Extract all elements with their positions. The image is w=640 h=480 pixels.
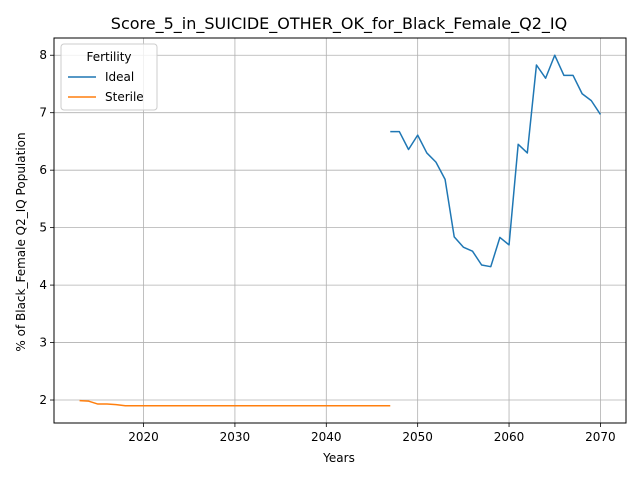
legend-box bbox=[60, 43, 158, 111]
legend-label-ideal: Ideal bbox=[105, 70, 134, 84]
x-tick-label: 2020 bbox=[128, 430, 159, 444]
x-tick-label: 2040 bbox=[311, 430, 342, 444]
series-line-ideal bbox=[390, 54, 602, 268]
x-tick-label: 2030 bbox=[220, 430, 251, 444]
y-axis: 2 3 4 5 6 7 8 bbox=[39, 48, 54, 407]
plot-frame bbox=[53, 37, 627, 424]
x-tick-label: 2060 bbox=[494, 430, 525, 444]
y-tick-label: 6 bbox=[39, 163, 47, 177]
legend: Fertility Ideal Sterile bbox=[60, 43, 158, 111]
y-tick-label: 8 bbox=[39, 48, 47, 62]
chart-title: Score_5_in_SUICIDE_OTHER_OK_for_Black_Fe… bbox=[111, 14, 567, 34]
series-line-sterile bbox=[79, 399, 391, 407]
x-tick-label: 2050 bbox=[402, 430, 433, 444]
x-axis: 2020 2030 2040 2050 2060 2070 bbox=[128, 423, 616, 444]
x-tick-label: 2070 bbox=[585, 430, 616, 444]
y-tick-label: 2 bbox=[39, 393, 47, 407]
legend-title: Fertility bbox=[86, 50, 131, 64]
y-tick-label: 4 bbox=[39, 278, 47, 292]
y-tick-label: 5 bbox=[39, 221, 47, 235]
series-layer bbox=[79, 54, 602, 407]
y-tick-label: 7 bbox=[39, 106, 47, 120]
legend-label-sterile: Sterile bbox=[105, 90, 144, 104]
x-axis-label: Years bbox=[322, 451, 355, 465]
y-axis-label: % of Black_Female Q2_IQ Population bbox=[14, 132, 28, 351]
y-tick-label: 3 bbox=[39, 336, 47, 350]
